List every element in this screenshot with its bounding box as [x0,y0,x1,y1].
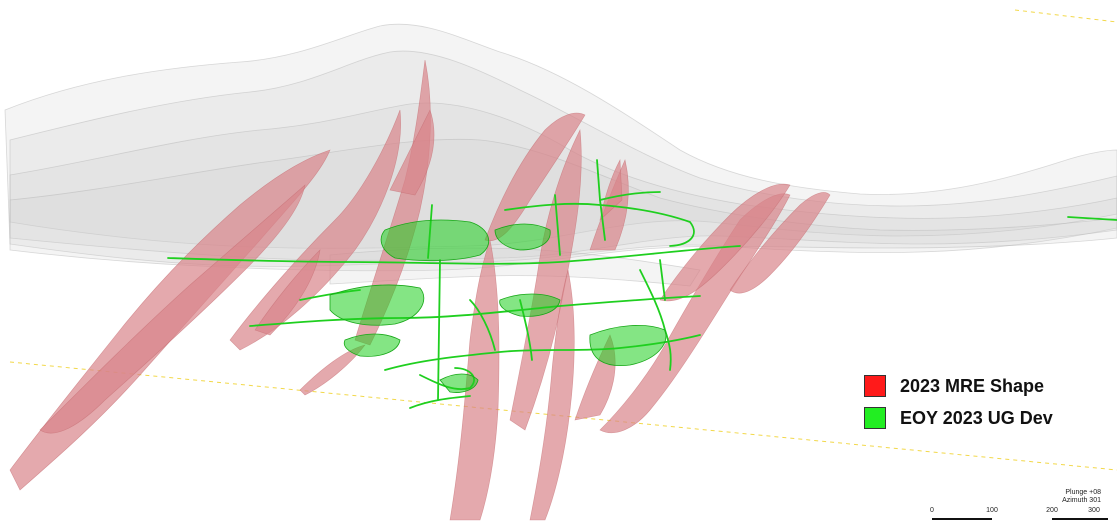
ug-development-clusters [329,219,667,393]
scale-bar: 0 100 200 300 [926,507,1111,524]
legend-label-mre: 2023 MRE Shape [900,375,1045,396]
legend-swatch-green [864,407,886,429]
scale-tick-200: 200 [1046,507,1058,514]
azimuth-label: Azimuth 301 [1062,497,1101,504]
legend: 2023 MRE Shape EOY 2023 UG Dev [864,372,1053,436]
ug-development [167,159,1117,409]
plunge-label: Plunge +08 [1065,489,1101,496]
legend-item-ug-dev: EOY 2023 UG Dev [864,404,1053,432]
grid-lines [9,9,1117,471]
legend-swatch-red [864,375,886,397]
scale-tick-300: 300 [1088,507,1100,514]
scale-segment-2 [1052,518,1108,520]
legend-item-mre-shape: 2023 MRE Shape [864,372,1053,400]
scale-tick-100: 100 [986,507,998,514]
mre-shapes [9,59,831,521]
scale-tick-0: 0 [930,507,934,514]
view-orientation: Plunge +08 Azimuth 301 [1062,489,1101,505]
scale-segment-1 [932,518,992,520]
legend-label-ug-dev: EOY 2023 UG Dev [900,407,1053,428]
